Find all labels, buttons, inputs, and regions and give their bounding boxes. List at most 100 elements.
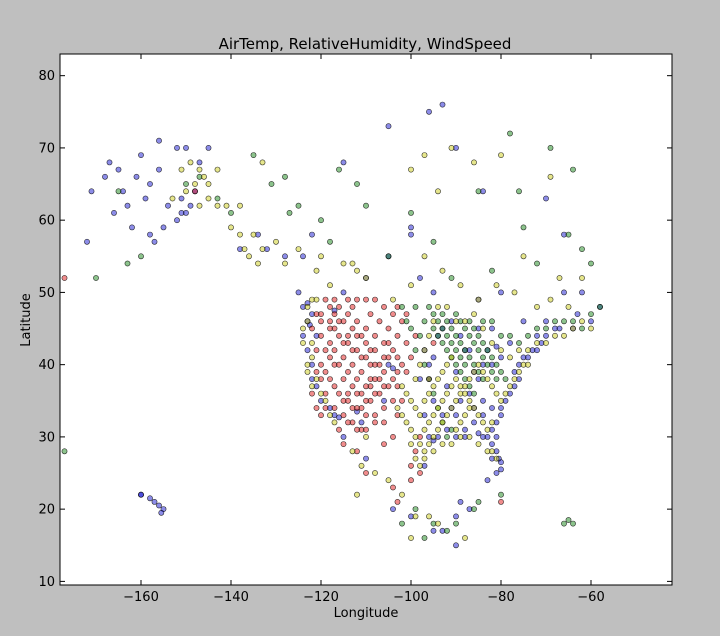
scatter-point-red bbox=[336, 318, 342, 325]
scatter-point-red bbox=[403, 340, 410, 346]
scatter-point-red bbox=[322, 405, 329, 411]
scatter-point-red bbox=[345, 419, 351, 426]
scatter-point-yellow bbox=[448, 383, 455, 390]
scatter-point-green bbox=[471, 361, 477, 368]
scatter-point-blue bbox=[421, 462, 428, 469]
scatter-point-blue bbox=[489, 325, 495, 332]
scatter-point-green bbox=[570, 166, 576, 173]
scatter-point-yellow bbox=[363, 275, 369, 281]
scatter-point-green bbox=[480, 376, 486, 382]
scatter-point-red bbox=[349, 419, 356, 426]
scatter-point-red bbox=[318, 318, 324, 325]
scatter-point-yellow bbox=[372, 470, 378, 476]
scatter-point-blue bbox=[124, 202, 131, 209]
scatter-point-red bbox=[322, 347, 329, 354]
y-tick-label: 20 bbox=[38, 503, 55, 518]
scatter-point-green bbox=[363, 202, 369, 209]
scatter-point-yellow bbox=[547, 173, 554, 180]
scatter-point-red bbox=[372, 296, 378, 303]
scatter-point-yellow bbox=[480, 325, 486, 332]
scatter-point-blue bbox=[205, 144, 212, 151]
scatter-point-green bbox=[336, 166, 342, 173]
scatter-point-yellow bbox=[543, 340, 549, 346]
scatter-point-green bbox=[561, 318, 567, 325]
scatter-point-yellow bbox=[223, 202, 230, 209]
scatter-point-yellow bbox=[435, 303, 441, 310]
scatter-point-red bbox=[349, 361, 356, 368]
scatter-point-green bbox=[502, 376, 509, 382]
scatter-point-green bbox=[466, 332, 473, 339]
scatter-point-yellow bbox=[462, 390, 468, 397]
scatter-point-blue bbox=[196, 159, 203, 166]
scatter-point-yellow bbox=[444, 390, 450, 397]
scatter-point-red bbox=[354, 347, 360, 354]
scatter-point-blue bbox=[520, 354, 527, 361]
scatter-point-yellow bbox=[259, 246, 266, 252]
scatter-point-yellow bbox=[457, 282, 464, 289]
scatter-point-yellow bbox=[426, 419, 432, 426]
scatter-point-yellow bbox=[250, 231, 257, 238]
scatter-point-red bbox=[340, 441, 347, 447]
scatter-point-green bbox=[214, 195, 221, 202]
scatter-point-green bbox=[489, 318, 495, 325]
scatter-point-yellow bbox=[205, 181, 212, 187]
scatter-point-red bbox=[376, 361, 383, 368]
scatter-point-green bbox=[453, 332, 459, 339]
scatter-point-yellow bbox=[457, 433, 464, 440]
scatter-point-red bbox=[394, 412, 401, 419]
scatter-point-red bbox=[394, 303, 401, 310]
scatter-point-red bbox=[327, 354, 333, 361]
x-tick-label: −60 bbox=[577, 590, 604, 605]
scatter-point-yellow bbox=[493, 282, 500, 289]
scatter-point-yellow bbox=[412, 405, 419, 411]
scatter-point-red bbox=[318, 412, 324, 419]
scatter-point-green bbox=[565, 517, 572, 523]
scatter-point-blue bbox=[561, 231, 567, 238]
scatter-point-green bbox=[457, 318, 464, 325]
scatter-point-blue bbox=[390, 506, 396, 512]
scatter-point-yellow bbox=[408, 441, 414, 447]
scatter-point-green bbox=[421, 535, 428, 541]
scatter-point-green bbox=[561, 520, 567, 527]
scatter-point-red bbox=[363, 340, 369, 346]
scatter-point-blue bbox=[300, 332, 306, 339]
scatter-point-green bbox=[444, 332, 450, 339]
scatter-point-blue bbox=[493, 433, 500, 440]
scatter-point-red bbox=[349, 405, 356, 411]
scatter-point-green bbox=[471, 325, 477, 332]
scatter-point-blue bbox=[457, 332, 464, 339]
scatter-point-red bbox=[417, 433, 423, 440]
scatter-point-green bbox=[439, 325, 446, 332]
scatter-point-green bbox=[543, 325, 549, 332]
scatter-point-blue bbox=[255, 231, 261, 238]
scatter-point-green bbox=[282, 173, 288, 180]
scatter-point-blue bbox=[462, 426, 468, 433]
scatter-point-green bbox=[498, 491, 504, 498]
scatter-point-red bbox=[322, 390, 329, 397]
y-axis-ticks: 10 20 30 40 50 60 70 80 bbox=[38, 69, 672, 590]
scatter-point-blue bbox=[115, 166, 122, 173]
scatter-point-yellow bbox=[466, 397, 473, 404]
scatter-point-green bbox=[475, 332, 482, 339]
scatter-point-green bbox=[516, 340, 522, 346]
scatter-point-blue bbox=[493, 470, 500, 476]
scatter-point-yellow bbox=[417, 361, 423, 368]
scatter-point-yellow bbox=[511, 289, 518, 296]
scatter-point-green bbox=[466, 318, 473, 325]
scatter-point-yellow bbox=[430, 448, 437, 455]
scatter-point-yellow bbox=[313, 296, 320, 303]
scatter-point-red bbox=[313, 311, 320, 317]
scatter-point-blue bbox=[390, 365, 396, 372]
scatter-point-yellow bbox=[480, 419, 486, 426]
scatter-point-green bbox=[444, 347, 450, 354]
scatter-point-green bbox=[124, 260, 131, 267]
scatter-point-red bbox=[313, 347, 320, 354]
scatter-point-yellow bbox=[399, 412, 405, 419]
scatter-point-yellow bbox=[444, 361, 450, 368]
scatter-point-red bbox=[385, 354, 392, 361]
scatter-point-blue bbox=[309, 231, 315, 238]
scatter-point-blue bbox=[327, 405, 333, 411]
scatter-point-green bbox=[444, 433, 450, 440]
scatter-point-yellow bbox=[412, 513, 419, 520]
